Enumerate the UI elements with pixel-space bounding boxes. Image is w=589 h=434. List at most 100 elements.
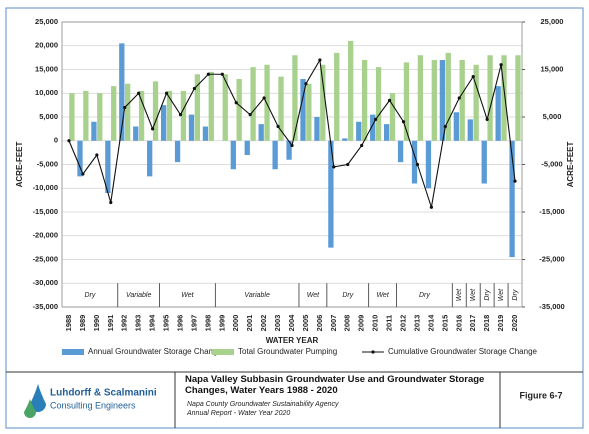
year-type-label: Variable bbox=[126, 292, 152, 299]
company-name: Luhdorff & Scalmanini bbox=[50, 388, 157, 399]
line-point bbox=[401, 120, 406, 124]
bar bbox=[194, 74, 200, 141]
line-point bbox=[95, 153, 99, 157]
bar bbox=[272, 140, 278, 170]
line-point bbox=[471, 75, 475, 79]
year-type-label: Wet bbox=[376, 292, 389, 299]
bar bbox=[174, 140, 181, 163]
bar bbox=[111, 86, 117, 141]
y-tick-label: 15,000 bbox=[35, 64, 58, 73]
line-point bbox=[485, 117, 489, 121]
bar bbox=[473, 64, 479, 141]
bar bbox=[292, 55, 298, 141]
bar bbox=[138, 90, 145, 141]
footer-title: Napa Valley Subbasin Groundwater Use and… bbox=[185, 374, 485, 396]
bar bbox=[397, 140, 404, 163]
line-point bbox=[123, 105, 127, 110]
bar bbox=[439, 60, 446, 141]
year-type-label: Dry bbox=[512, 289, 519, 300]
x-tick-label: 2005 bbox=[301, 315, 310, 332]
x-tick-label: 2019 bbox=[496, 315, 505, 332]
x-tick-label: 2006 bbox=[315, 315, 324, 332]
bar bbox=[481, 140, 487, 184]
y-tick-label: 20,000 bbox=[35, 41, 58, 50]
legend-swatch bbox=[212, 349, 234, 355]
bar bbox=[250, 67, 256, 141]
bar bbox=[453, 112, 459, 141]
line-point bbox=[137, 91, 141, 95]
x-tick-label: 2010 bbox=[371, 315, 380, 332]
line-point bbox=[192, 86, 197, 91]
line-point bbox=[360, 143, 364, 148]
bar bbox=[384, 124, 390, 141]
x-tick-label: 1992 bbox=[120, 315, 129, 332]
x-axis-label: WATER YEAR bbox=[266, 336, 319, 345]
line-point bbox=[178, 113, 183, 117]
x-tick-label: 2015 bbox=[440, 315, 449, 332]
y2-tick-label: -15,000 bbox=[539, 207, 564, 216]
bar bbox=[125, 83, 131, 141]
x-tick-label: 1999 bbox=[217, 315, 226, 332]
year-type-label: Dry bbox=[342, 292, 353, 299]
bar bbox=[370, 114, 376, 141]
bar bbox=[91, 121, 97, 141]
logo bbox=[24, 384, 46, 418]
x-tick-label: 2009 bbox=[357, 315, 366, 332]
y-tick-label: -5,000 bbox=[37, 159, 58, 168]
line-point bbox=[346, 162, 350, 167]
line-point bbox=[443, 124, 447, 129]
line-point bbox=[248, 113, 252, 117]
bar bbox=[515, 55, 521, 141]
x-tick-label: 2000 bbox=[231, 315, 240, 332]
y-tick-label: 10,000 bbox=[35, 88, 58, 97]
company-sub: Consulting Engineers bbox=[50, 400, 136, 410]
bar bbox=[152, 81, 159, 141]
bar bbox=[306, 83, 312, 141]
bar bbox=[105, 140, 111, 193]
y2-tick-label: -35,000 bbox=[539, 302, 564, 311]
x-tick-label: 1988 bbox=[64, 315, 73, 332]
bar bbox=[403, 62, 410, 141]
x-tick-label: 1996 bbox=[175, 315, 184, 332]
line-point bbox=[164, 91, 169, 95]
bar bbox=[97, 93, 103, 141]
y-axis-label: ACRE-FEET bbox=[15, 142, 24, 188]
bar bbox=[342, 138, 348, 141]
legend-label: Annual Groundwater Storage Change bbox=[88, 347, 222, 356]
bar bbox=[487, 55, 493, 141]
y-tick-label: 0 bbox=[54, 136, 58, 145]
y2-tick-label: 5,000 bbox=[543, 112, 562, 121]
bar bbox=[445, 52, 451, 141]
agency: Napa County Groundwater Sustainability A… bbox=[187, 401, 339, 408]
year-type-label: Variable bbox=[244, 292, 270, 299]
x-tick-label: 1989 bbox=[78, 315, 87, 332]
line-point bbox=[151, 127, 155, 131]
x-tick-label: 1995 bbox=[162, 315, 171, 332]
line-point bbox=[332, 165, 336, 169]
bar bbox=[495, 86, 501, 141]
bar bbox=[361, 60, 368, 141]
year-type-label: Dry bbox=[84, 292, 95, 299]
y-tick-label: -15,000 bbox=[33, 207, 58, 216]
bar bbox=[147, 140, 153, 177]
bar bbox=[119, 43, 125, 141]
bar bbox=[509, 140, 515, 258]
line-point bbox=[67, 139, 71, 143]
bar bbox=[188, 114, 195, 141]
year-type-label: Wet bbox=[181, 292, 194, 299]
bar bbox=[417, 55, 424, 141]
x-tick-label: 1994 bbox=[148, 314, 157, 332]
line-point bbox=[234, 101, 238, 105]
x-tick-label: 1993 bbox=[134, 315, 143, 332]
bar bbox=[69, 93, 75, 141]
x-tick-label: 2008 bbox=[343, 315, 352, 332]
bar bbox=[160, 105, 167, 141]
bar bbox=[222, 74, 228, 141]
bar bbox=[258, 124, 264, 141]
line-point bbox=[387, 98, 392, 102]
bar bbox=[208, 71, 214, 141]
line-point bbox=[374, 117, 378, 121]
bar bbox=[431, 60, 437, 141]
x-tick-label: 1998 bbox=[203, 315, 212, 332]
year-type-label: Wet bbox=[498, 288, 505, 301]
